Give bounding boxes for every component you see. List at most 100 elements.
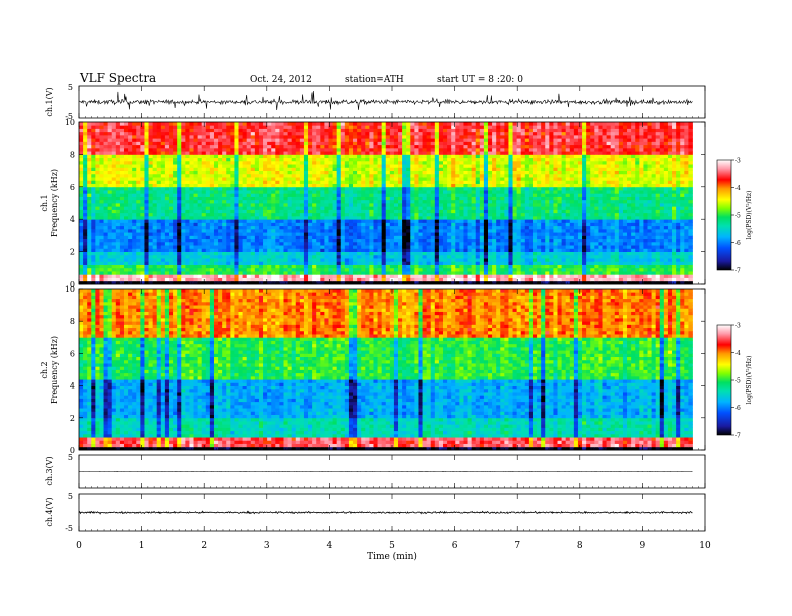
- spec1-cell: [472, 242, 476, 246]
- spec1-cell: [553, 222, 557, 226]
- spec1-cell: [435, 197, 439, 201]
- spec1-cell: [447, 203, 451, 207]
- spec1-cell: [324, 235, 328, 239]
- spec1-cell: [341, 226, 345, 230]
- spec1-cell: [488, 255, 492, 259]
- spec1-cell: [357, 219, 361, 223]
- spec1-cell: [574, 235, 578, 239]
- spec1-cell: [341, 235, 345, 239]
- spec1-cell: [341, 197, 345, 201]
- spec1-cell: [304, 213, 308, 217]
- spec1-cell: [104, 268, 108, 272]
- spec1-cell: [676, 261, 680, 265]
- spec1-cell: [476, 265, 480, 269]
- spec1-cell: [169, 216, 173, 220]
- spec1-cell: [181, 278, 185, 282]
- spec1-cell: [680, 213, 684, 217]
- spec1-cell: [275, 229, 279, 233]
- spec1-cell: [161, 190, 165, 194]
- spec1-cell: [144, 229, 148, 233]
- spec1-cell: [504, 278, 508, 282]
- spec1-cell: [541, 242, 545, 246]
- spec1-cell: [427, 213, 431, 217]
- spec1-cell: [525, 177, 529, 181]
- spec1-cell: [83, 213, 87, 217]
- spec1-cell: [443, 229, 447, 233]
- spec1-cell: [480, 239, 484, 243]
- spec1-cell: [390, 258, 394, 262]
- spec1-cell: [455, 278, 459, 282]
- spec1-cell: [136, 261, 140, 265]
- spec1-cell: [394, 190, 398, 194]
- spec1-cell: [382, 278, 386, 282]
- spec1-cell: [459, 242, 463, 246]
- spec1-cell: [312, 242, 316, 246]
- spec1-cell: [243, 229, 247, 233]
- spec1-cell: [177, 219, 181, 223]
- spec1-cell: [349, 258, 353, 262]
- spec1-cell: [541, 193, 545, 197]
- spec1-cell: [472, 239, 476, 243]
- spec1-cell: [120, 177, 124, 181]
- spec1-cell: [521, 193, 525, 197]
- spec1-cell: [169, 265, 173, 269]
- spec1-cell: [656, 229, 660, 233]
- spec1-cell: [603, 239, 607, 243]
- spec1-cell: [275, 232, 279, 236]
- spec1-cell: [149, 216, 153, 220]
- spec1-cell: [222, 187, 226, 191]
- spec1-cell: [263, 187, 267, 191]
- spec1-cell: [361, 209, 365, 213]
- spec1-cell: [247, 177, 251, 181]
- spec1-cell: [521, 219, 525, 223]
- spec1-cell: [275, 187, 279, 191]
- spec1-cell: [463, 235, 467, 239]
- spec1-cell: [492, 193, 496, 197]
- spec1-cell: [116, 180, 120, 184]
- spec1-cell: [165, 177, 169, 181]
- spec1-cell: [623, 203, 627, 207]
- spec1-cell: [226, 232, 230, 236]
- spec1-cell: [656, 187, 660, 191]
- spec1-cell: [529, 200, 533, 204]
- spec1-cell: [308, 200, 312, 204]
- spec1-cell: [382, 255, 386, 259]
- spec1-cell: [672, 229, 676, 233]
- spec1-cell: [549, 245, 553, 249]
- spec1-cell: [672, 274, 676, 278]
- spec1-cell: [149, 232, 153, 236]
- spec1-cell: [165, 200, 169, 204]
- spec1-cell: [328, 206, 332, 210]
- spec1-cell: [300, 190, 304, 194]
- spec1-cell: [357, 222, 361, 226]
- spec1-cell: [83, 258, 87, 262]
- spec1-cell: [656, 190, 660, 194]
- spec1-cell: [517, 248, 521, 252]
- spec1-cell: [504, 255, 508, 259]
- spec1-cell: [582, 187, 586, 191]
- spec1-cell: [378, 242, 382, 246]
- spec1-cell: [239, 271, 243, 275]
- spec1-cell: [566, 265, 570, 269]
- spec1-cell: [312, 193, 316, 197]
- spec1-cell: [95, 265, 99, 269]
- spec1-cell: [312, 248, 316, 252]
- spec1-cell: [627, 200, 631, 204]
- spec1-cell: [357, 268, 361, 272]
- spec1-cell: [541, 222, 545, 226]
- spec1-cell: [386, 245, 390, 249]
- spec1-cell: [112, 232, 116, 236]
- spec1-cell: [194, 261, 198, 265]
- spec1-cell: [656, 265, 660, 269]
- spec1-cell: [320, 193, 324, 197]
- spec1-cell: [149, 213, 153, 217]
- spec1-cell: [243, 248, 247, 252]
- spec1-cell: [664, 177, 668, 181]
- spec1-cell: [635, 255, 639, 259]
- spec1-cell: [91, 187, 95, 191]
- spec1-cell: [279, 258, 283, 262]
- spec1-cell: [668, 180, 672, 184]
- spec1-cell: [206, 271, 210, 275]
- spec1-cell: [443, 187, 447, 191]
- spec1-cell: [279, 255, 283, 259]
